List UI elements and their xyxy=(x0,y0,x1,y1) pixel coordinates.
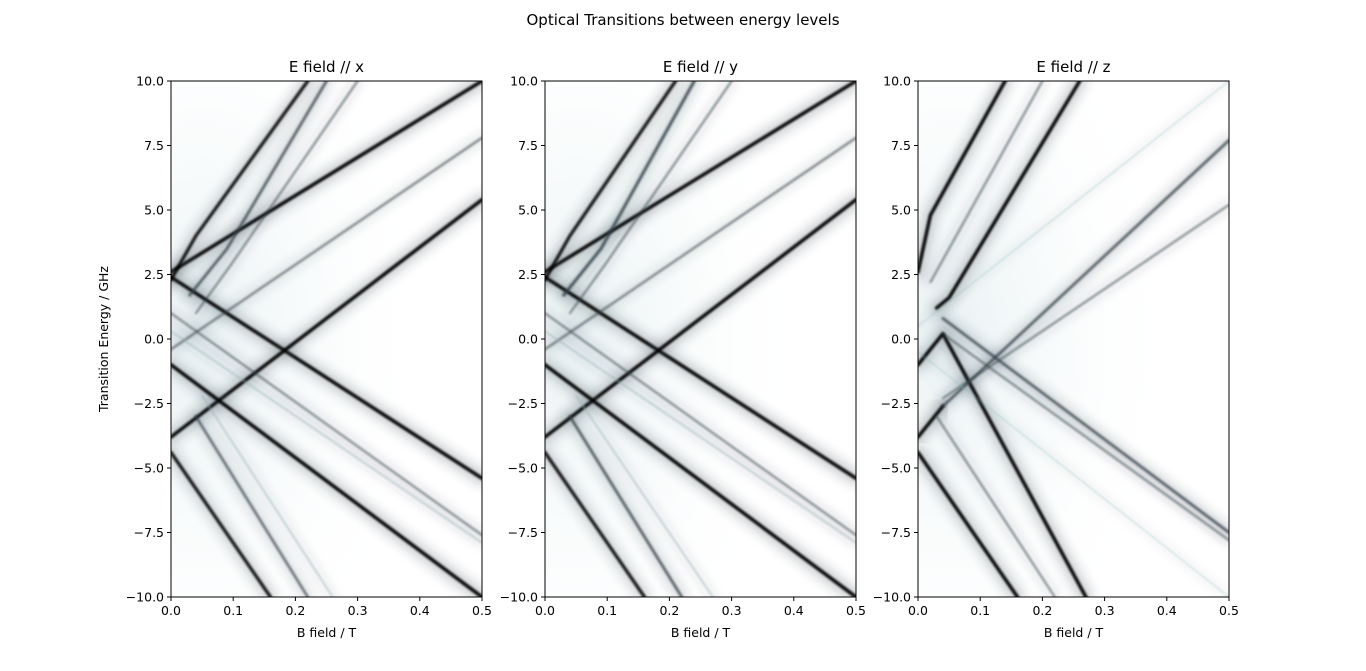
panel-3-plot-area xyxy=(918,81,1229,597)
panel-2-title: E field // y xyxy=(663,58,738,76)
panel-2-x-tick-label: 0.3 xyxy=(722,603,742,618)
panel-3-transition-12 xyxy=(918,81,1229,327)
panel-3-transition-9 xyxy=(941,332,1229,542)
panel-3-y-tick-label: 0.0 xyxy=(891,332,911,347)
panel-1-y-tick-label: 10.0 xyxy=(136,74,164,89)
panel-2-transition-6 xyxy=(545,312,856,537)
panel-2-y-tick-label: −2.5 xyxy=(508,396,538,411)
panel-1-transition-1 xyxy=(171,81,482,274)
panel-2-transition-11 xyxy=(545,450,647,597)
panel-1: E field // x 0.0 0.1 0.2 0.3 0.4 0.5 −10.0 −7.5 −… xyxy=(96,58,492,640)
panel-2-y-tick-label: 5.0 xyxy=(518,203,538,218)
panel-3-transition-13 xyxy=(918,351,1229,597)
panel-3-y-tick-label: −7.5 xyxy=(881,525,911,540)
panel-1-y-tick-label: 0.0 xyxy=(144,332,164,347)
panel-1-y-tick-label: 7.5 xyxy=(144,138,164,153)
panel-2-y-tick-label: −7.5 xyxy=(508,525,538,540)
panel-1-y-axis-label: Transition Energy / GHz xyxy=(96,266,111,413)
panel-2-transition-4 xyxy=(545,363,856,597)
panel-1-x-tick-label: 0.3 xyxy=(348,603,368,618)
panel-3: E field // z 0.0 0.1 0.2 0.3 0.4 0.5 −10.0 −7.5 −… xyxy=(873,58,1239,640)
panel-1-transition-4 xyxy=(171,363,482,597)
panel-1-x-tick-label: 0.0 xyxy=(161,603,181,618)
panel-3-x-tick-label: 0.0 xyxy=(908,603,928,618)
panel-3-transition-10 xyxy=(929,81,1044,284)
panel-3-y-tick-label: 10.0 xyxy=(883,74,911,89)
panel-1-y-tick-label: 2.5 xyxy=(144,267,164,282)
panel-2-transition-12 xyxy=(568,414,684,597)
panel-2-transition-1 xyxy=(545,81,856,274)
panel-3-y-tick-label: 7.5 xyxy=(891,138,911,153)
panel-2-y-tick-label: 0.0 xyxy=(518,332,538,347)
panel-1-transition-12 xyxy=(194,415,310,597)
panel-3-y-tick-label: 2.5 xyxy=(891,267,911,282)
panel-1-y-tick-label: −2.5 xyxy=(134,396,164,411)
panel-3-y-tick-label: −5.0 xyxy=(881,461,911,476)
panel-2-y-tick-label: 10.0 xyxy=(510,74,538,89)
panel-2-y-tick-label: 7.5 xyxy=(518,138,538,153)
panel-3-x-tick-label: 0.1 xyxy=(970,603,990,618)
panel-1-plot-area xyxy=(171,81,482,597)
panel-2-transition-9 xyxy=(562,81,696,297)
panel-2-x-tick-label: 0.4 xyxy=(784,603,804,618)
panel-1-transition-6 xyxy=(171,312,482,537)
panel-2-x-tick-label: 0.2 xyxy=(659,603,679,618)
panel-2-x-tick-label: 0.5 xyxy=(846,603,866,618)
panel-2-transition-5 xyxy=(545,136,856,351)
panel-1-y-tick-label: −10.0 xyxy=(126,590,164,605)
panel-1-x-tick-label: 0.4 xyxy=(410,603,430,618)
panel-2-x-tick-label: 0.0 xyxy=(535,603,555,618)
panel-1-transition-7 xyxy=(171,330,482,544)
panel-3-x-axis-label: B field / T xyxy=(1044,625,1104,640)
panel-2-transition-10 xyxy=(568,81,733,315)
panel-1-x-tick-label: 0.1 xyxy=(223,603,243,618)
panel-2-transition-7 xyxy=(545,330,856,544)
panel-3-x-tick-label: 0.2 xyxy=(1032,603,1052,618)
panel-3-x-tick-label: 0.5 xyxy=(1219,603,1239,618)
panel-3-y-tick-label: −2.5 xyxy=(881,396,911,411)
panel-2-x-tick-label: 0.1 xyxy=(597,603,617,618)
panel-2-transition-13 xyxy=(575,394,714,597)
panel-2-y-tick-label: −10.0 xyxy=(500,590,538,605)
panel-1-y-tick-label: 5.0 xyxy=(144,203,164,218)
panel-2-transition-8 xyxy=(545,81,678,282)
panel-1-transition-9 xyxy=(188,81,328,297)
panel-1-transition-13 xyxy=(201,394,334,597)
panel-1-x-axis-label: B field / T xyxy=(297,625,357,640)
panel-3-y-tick-label: −10.0 xyxy=(873,590,911,605)
panel-2-plot-area xyxy=(545,81,856,597)
panel-1-transition-5 xyxy=(171,136,482,351)
panel-2-x-axis-label: B field / T xyxy=(671,625,731,640)
panel-1-transition-8 xyxy=(171,81,310,282)
panel-3-x-tick-label: 0.3 xyxy=(1095,603,1115,618)
panel-1-transition-10 xyxy=(194,81,359,315)
panel-1-y-tick-label: −7.5 xyxy=(134,525,164,540)
panel-1-x-tick-label: 0.2 xyxy=(285,603,305,618)
panel-1-x-tick-label: 0.5 xyxy=(472,603,492,618)
panel-2: E field // y 0.0 0.1 0.2 0.3 0.4 0.5 −10.0 −7.5 −… xyxy=(500,58,866,640)
panel-1-title: E field // x xyxy=(289,58,364,76)
panel-2-y-tick-label: 2.5 xyxy=(518,267,538,282)
panel-3-transition-11 xyxy=(935,415,1056,597)
panel-3-transition-4 xyxy=(918,450,1020,597)
panel-3-x-tick-label: 0.4 xyxy=(1157,603,1177,618)
panel-3-transition-1 xyxy=(918,81,1007,274)
panel-1-transition-11 xyxy=(171,450,273,597)
panel-3-title: E field // z xyxy=(1036,58,1110,76)
panel-3-transition-5 xyxy=(918,404,945,439)
panel-1-y-tick-label: −5.0 xyxy=(134,461,164,476)
panel-3-y-tick-label: 5.0 xyxy=(891,203,911,218)
figure-title: Optical Transitions between energy level… xyxy=(526,11,839,29)
panel-2-y-tick-label: −5.0 xyxy=(508,461,538,476)
